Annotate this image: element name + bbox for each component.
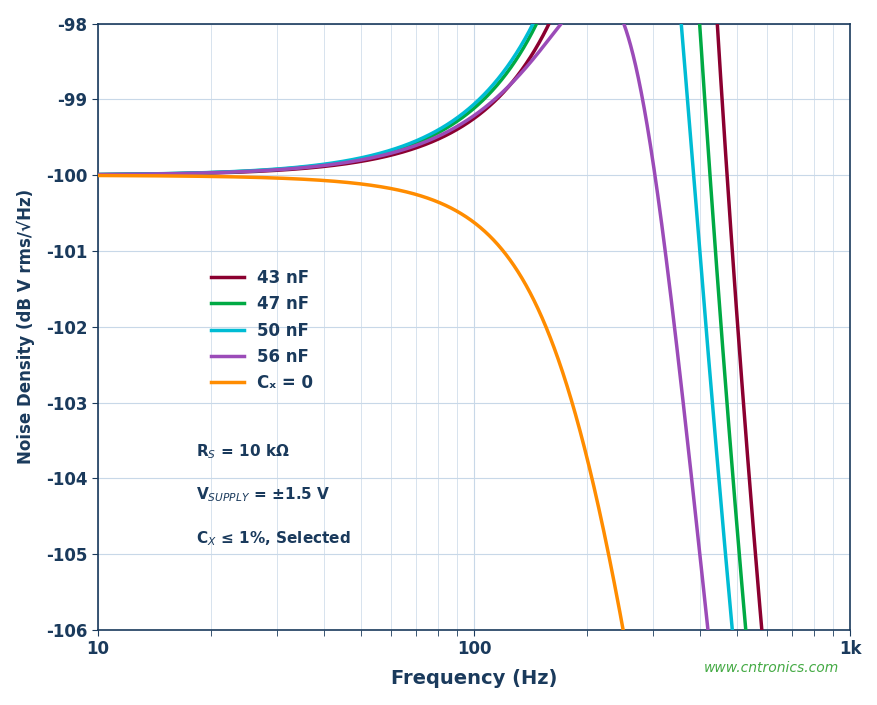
Legend: 43 nF, 47 nF, 50 nF, 56 nF, Cₓ = 0: 43 nF, 47 nF, 50 nF, 56 nF, Cₓ = 0 — [203, 262, 319, 399]
Text: C$_X$ ≤ 1%, Selected: C$_X$ ≤ 1%, Selected — [196, 529, 350, 548]
Text: www.cntronics.com: www.cntronics.com — [702, 661, 838, 675]
Y-axis label: Noise Density (dB V rms/√Hz): Noise Density (dB V rms/√Hz) — [17, 189, 35, 465]
Text: V$_{SUPPLY}$ = ±1.5 V: V$_{SUPPLY}$ = ±1.5 V — [196, 486, 330, 504]
X-axis label: Frequency (Hz): Frequency (Hz) — [390, 669, 557, 688]
Text: R$_S$ = 10 kΩ: R$_S$ = 10 kΩ — [196, 442, 289, 460]
